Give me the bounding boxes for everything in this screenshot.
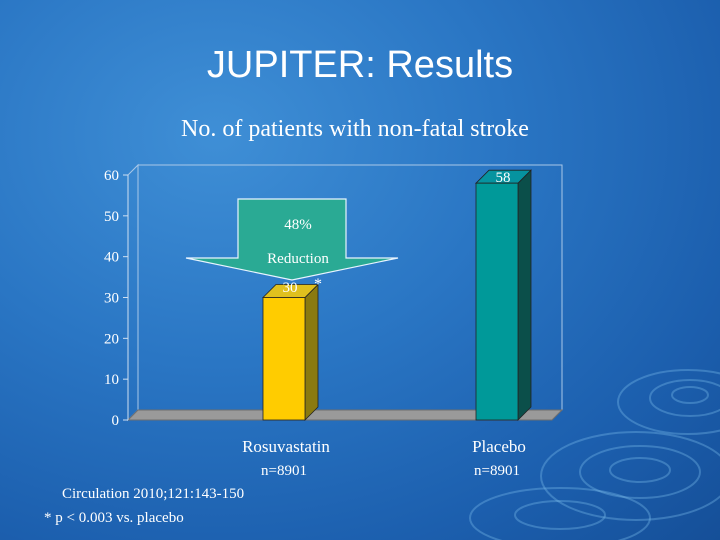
slide-title: JUPITER: Results	[206, 44, 514, 86]
x-category-label: Placebo	[472, 437, 526, 456]
y-tick-label: 50	[104, 209, 119, 225]
y-tick-label: 0	[112, 413, 120, 429]
reduction-percent-label: 48%	[284, 217, 312, 233]
significance-asterisk: *	[314, 276, 322, 293]
plot-side-wall	[127, 163, 139, 422]
footnote: * p < 0.003 vs. placebo	[44, 510, 184, 526]
y-tick-label: 40	[104, 250, 119, 266]
data-label-placebo: 58	[496, 170, 511, 186]
y-tick-label: 20	[104, 331, 119, 347]
y-tick-label: 10	[104, 372, 119, 388]
x-category-label: Rosuvastatin	[242, 437, 330, 456]
chart-subtitle: No. of patients with non-fatal stroke	[181, 116, 529, 142]
bar-side-face	[304, 283, 319, 421]
bar-placebo	[475, 182, 519, 421]
reduction-callout-arrow	[185, 198, 399, 281]
bar-side-face	[517, 169, 532, 421]
plot-floor	[126, 409, 564, 421]
y-tick-label: 60	[104, 168, 119, 184]
x-category-sublabel: n=8901	[474, 463, 520, 479]
y-tick-label: 30	[104, 291, 119, 307]
citation: Circulation 2010;121:143-150	[62, 486, 245, 502]
data-label-rosuvastatin: 30	[283, 280, 298, 296]
bar-rosuvastatin	[262, 297, 306, 421]
x-category-sublabel: n=8901	[261, 463, 307, 479]
reduction-text-label: Reduction	[267, 251, 329, 267]
